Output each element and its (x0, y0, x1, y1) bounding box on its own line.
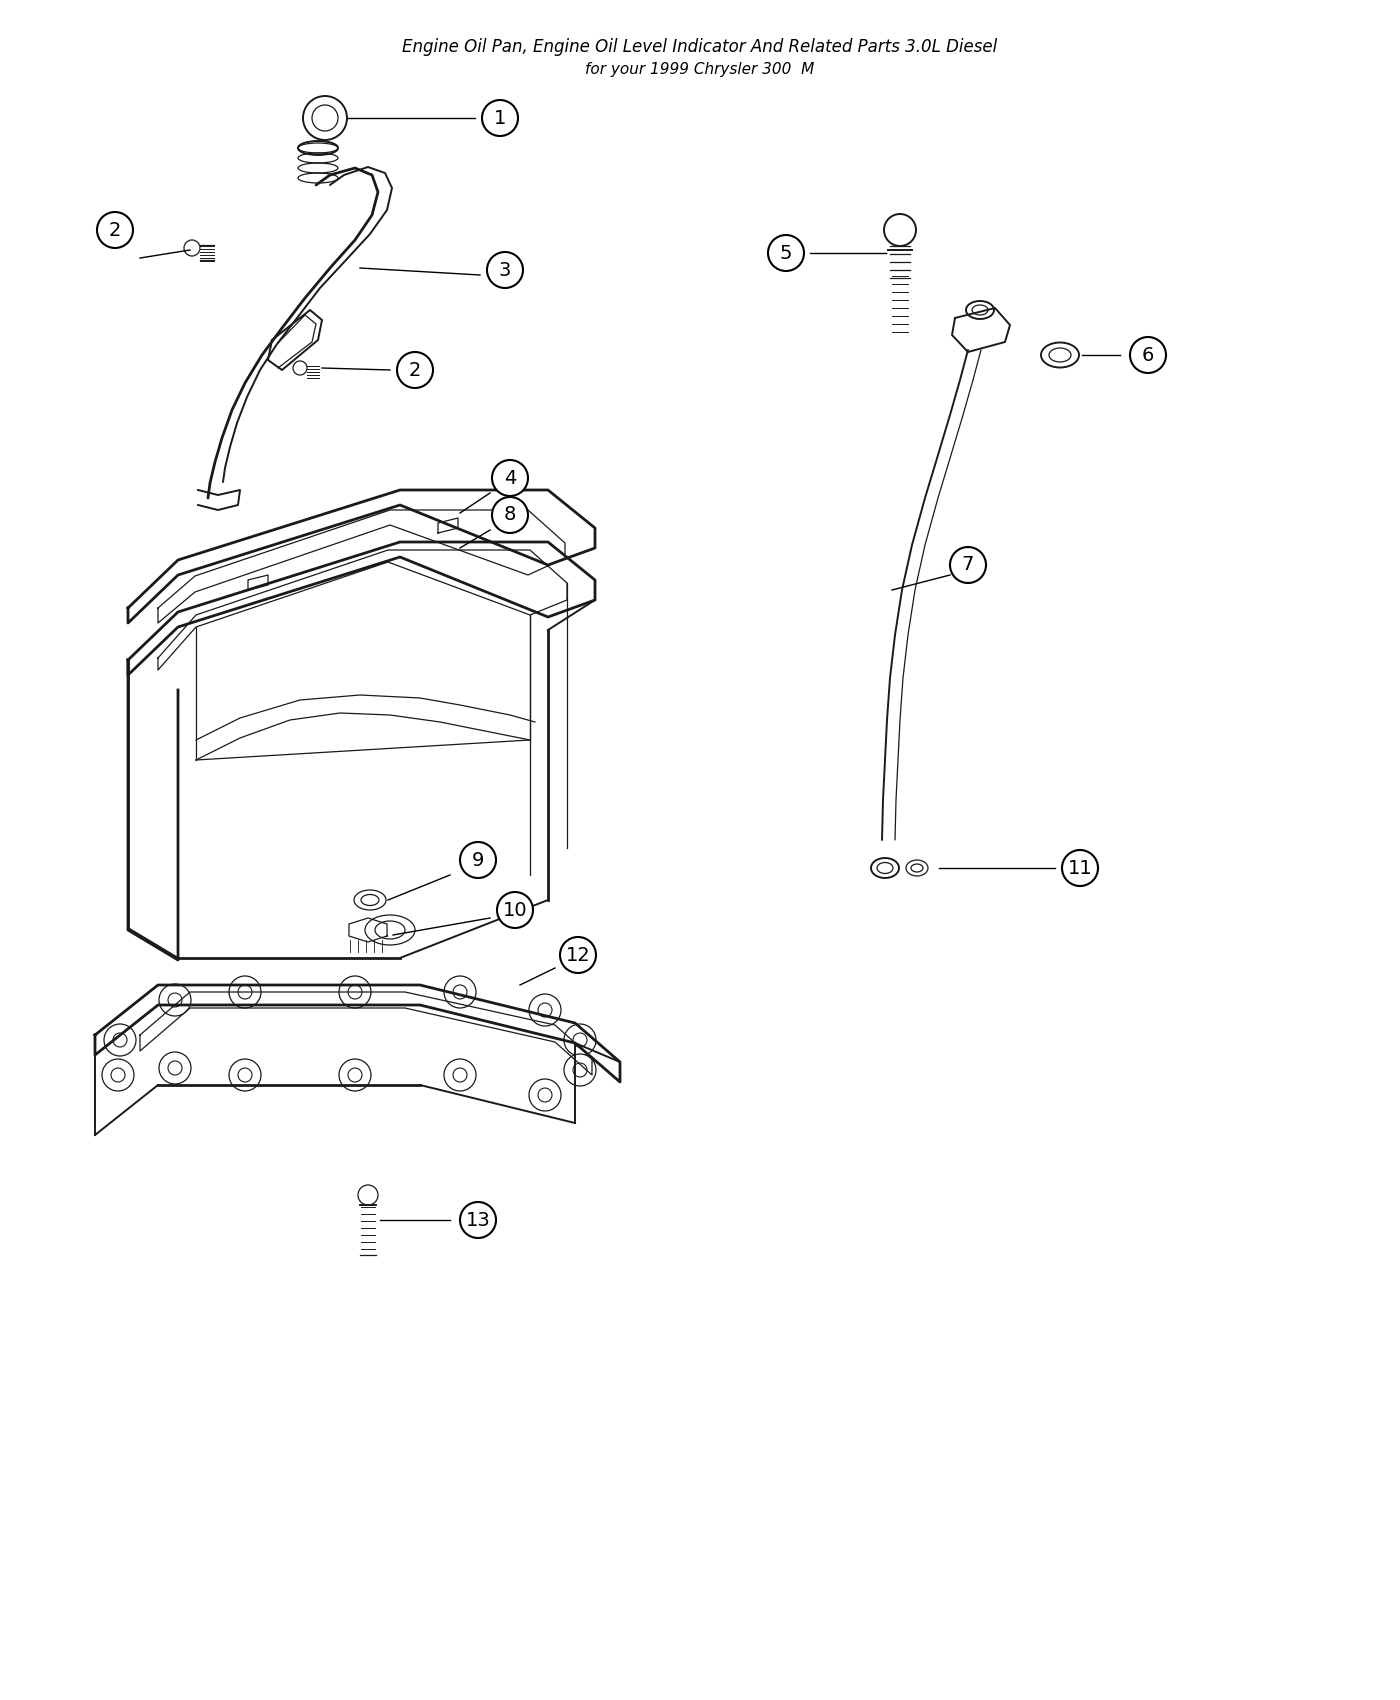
Circle shape (564, 1054, 596, 1086)
Text: 11: 11 (1068, 858, 1092, 877)
Circle shape (398, 352, 433, 388)
Text: 4: 4 (504, 469, 517, 488)
Circle shape (160, 984, 190, 1017)
Text: 3: 3 (498, 260, 511, 279)
Text: 12: 12 (566, 945, 591, 964)
Ellipse shape (354, 891, 386, 910)
Circle shape (482, 100, 518, 136)
Text: 8: 8 (504, 505, 517, 525)
Text: for your 1999 Chrysler 300  M: for your 1999 Chrysler 300 M (585, 61, 815, 76)
Circle shape (491, 496, 528, 534)
Text: 2: 2 (109, 221, 122, 240)
Text: 9: 9 (472, 850, 484, 869)
Text: 1: 1 (494, 109, 507, 127)
Circle shape (769, 235, 804, 270)
Circle shape (1130, 337, 1166, 372)
Text: 2: 2 (409, 360, 421, 379)
Circle shape (497, 892, 533, 928)
Circle shape (102, 1059, 134, 1091)
Circle shape (104, 1023, 136, 1056)
Circle shape (560, 937, 596, 972)
Text: 13: 13 (466, 1210, 490, 1229)
Circle shape (951, 547, 986, 583)
Circle shape (529, 994, 561, 1027)
Ellipse shape (906, 860, 928, 876)
Ellipse shape (1042, 342, 1079, 367)
Circle shape (339, 976, 371, 1008)
Circle shape (97, 212, 133, 248)
Circle shape (160, 1052, 190, 1085)
Ellipse shape (966, 301, 994, 320)
Ellipse shape (365, 915, 414, 945)
Circle shape (461, 1202, 496, 1238)
Circle shape (358, 1185, 378, 1205)
Circle shape (230, 1059, 260, 1091)
Circle shape (1063, 850, 1098, 886)
Circle shape (461, 842, 496, 877)
Text: Engine Oil Pan, Engine Oil Level Indicator And Related Parts 3.0L Diesel: Engine Oil Pan, Engine Oil Level Indicat… (402, 37, 998, 56)
Circle shape (883, 214, 916, 246)
Text: 6: 6 (1142, 345, 1154, 364)
Circle shape (529, 1080, 561, 1112)
Circle shape (339, 1059, 371, 1091)
Circle shape (444, 1059, 476, 1091)
Circle shape (491, 461, 528, 496)
Text: 5: 5 (780, 243, 792, 262)
Ellipse shape (871, 858, 899, 877)
Text: 7: 7 (962, 556, 974, 575)
Circle shape (230, 976, 260, 1008)
Circle shape (444, 976, 476, 1008)
Circle shape (564, 1023, 596, 1056)
Circle shape (487, 252, 524, 287)
Text: 10: 10 (503, 901, 528, 920)
